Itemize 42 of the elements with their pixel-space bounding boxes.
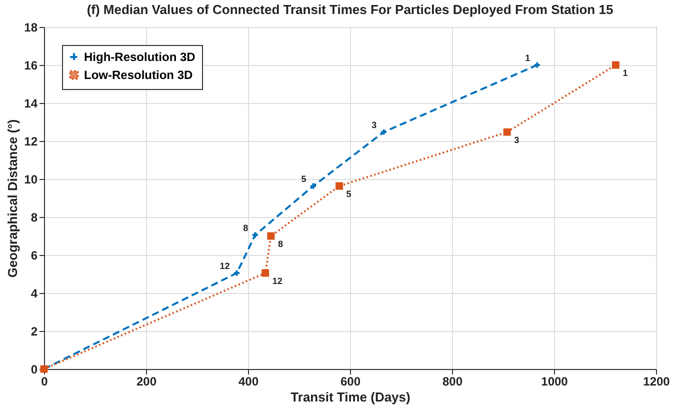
y-tick-label: 16 <box>24 58 38 72</box>
point <box>503 128 511 136</box>
y-tick-label: 10 <box>24 172 38 186</box>
point <box>612 61 620 69</box>
x-tick-label: 600 <box>340 374 361 388</box>
point <box>251 231 259 239</box>
y-tick-label: 6 <box>30 248 38 262</box>
y-tick-label: 2 <box>30 324 38 338</box>
y-tick-label: 4 <box>30 286 38 300</box>
annotation: 8 <box>243 223 248 234</box>
point <box>533 61 541 69</box>
annotation: 5 <box>346 189 352 200</box>
chart-title: (f) Median Values of Connected Transit Times For Particles Deployed From Station 15 <box>86 2 614 17</box>
point <box>262 269 270 277</box>
y-tick-label: 12 <box>24 134 38 148</box>
annotation: 1 <box>622 68 628 78</box>
point <box>267 232 275 240</box>
annotation: 3 <box>372 120 377 130</box>
x-tick-label: 800 <box>442 374 463 388</box>
y-axis-title: Geographical Distance (°) <box>5 119 20 278</box>
annotation: 12 <box>220 261 230 272</box>
y-tick-label: 18 <box>24 20 38 34</box>
x-tick-label: 400 <box>238 374 259 388</box>
x-tick-label: 1000 <box>541 374 568 388</box>
legend-label: High-Resolution 3D <box>84 50 196 64</box>
annotation: 8 <box>278 239 283 249</box>
x-tick-label: 200 <box>136 374 157 388</box>
point <box>336 182 344 190</box>
x-axis-title: Transit Time (Days) <box>290 390 410 404</box>
y-tick-label: 8 <box>30 210 38 224</box>
x-tick-label: 0 <box>41 374 48 388</box>
x-tick-label: 1200 <box>643 374 670 388</box>
y-tick-label: 14 <box>24 96 38 110</box>
point <box>380 128 388 136</box>
point <box>310 182 318 190</box>
annotation: 1 <box>525 53 530 63</box>
legend-label: Low-Resolution 3D <box>84 68 193 82</box>
annotation: 5 <box>301 174 306 184</box>
annotation: 3 <box>514 135 520 146</box>
annotation: 12 <box>272 276 282 286</box>
y-tick-label: 0 <box>30 362 38 376</box>
point <box>233 269 241 277</box>
